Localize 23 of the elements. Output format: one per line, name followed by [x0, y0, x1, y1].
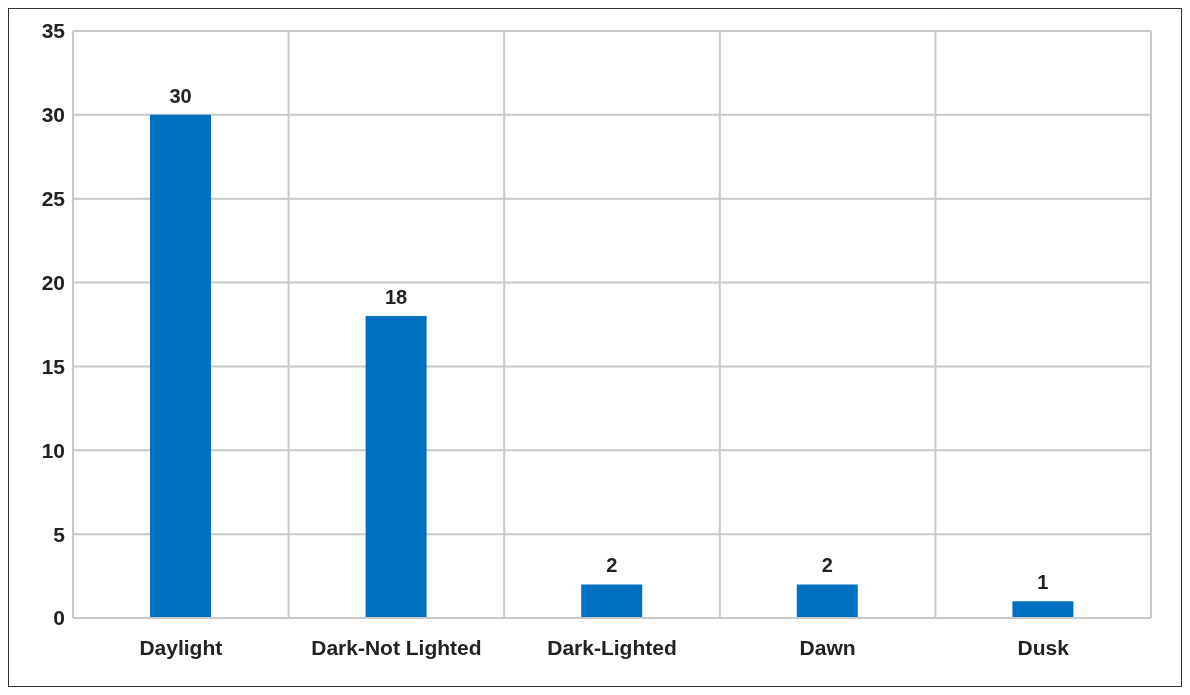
data-label: 30	[169, 84, 192, 107]
y-tick-label: 30	[41, 103, 65, 127]
data-label: 1	[1037, 571, 1049, 594]
y-tick-label: 5	[53, 522, 66, 546]
x-tick-label: Dusk	[1017, 635, 1070, 659]
data-label: 2	[606, 554, 618, 577]
bar	[365, 316, 427, 618]
bar	[150, 114, 211, 618]
bar	[581, 584, 643, 618]
x-tick-label: Dark-Not Lighted	[311, 635, 482, 659]
data-label: 2	[821, 554, 833, 577]
y-tick-label: 10	[41, 438, 65, 462]
y-tick-label: 25	[41, 187, 66, 211]
y-tick-label: 0	[53, 606, 65, 630]
y-tick-label: 20	[41, 271, 65, 295]
y-tick-label: 15	[41, 354, 66, 378]
data-label: 18	[384, 286, 408, 309]
bar	[796, 584, 858, 618]
x-tick-label: Dawn	[799, 635, 856, 659]
x-tick-label: Daylight	[139, 635, 223, 659]
bar	[1012, 601, 1074, 618]
x-tick-label: Dark-Lighted	[547, 635, 677, 659]
y-tick-label: 35	[41, 19, 66, 43]
